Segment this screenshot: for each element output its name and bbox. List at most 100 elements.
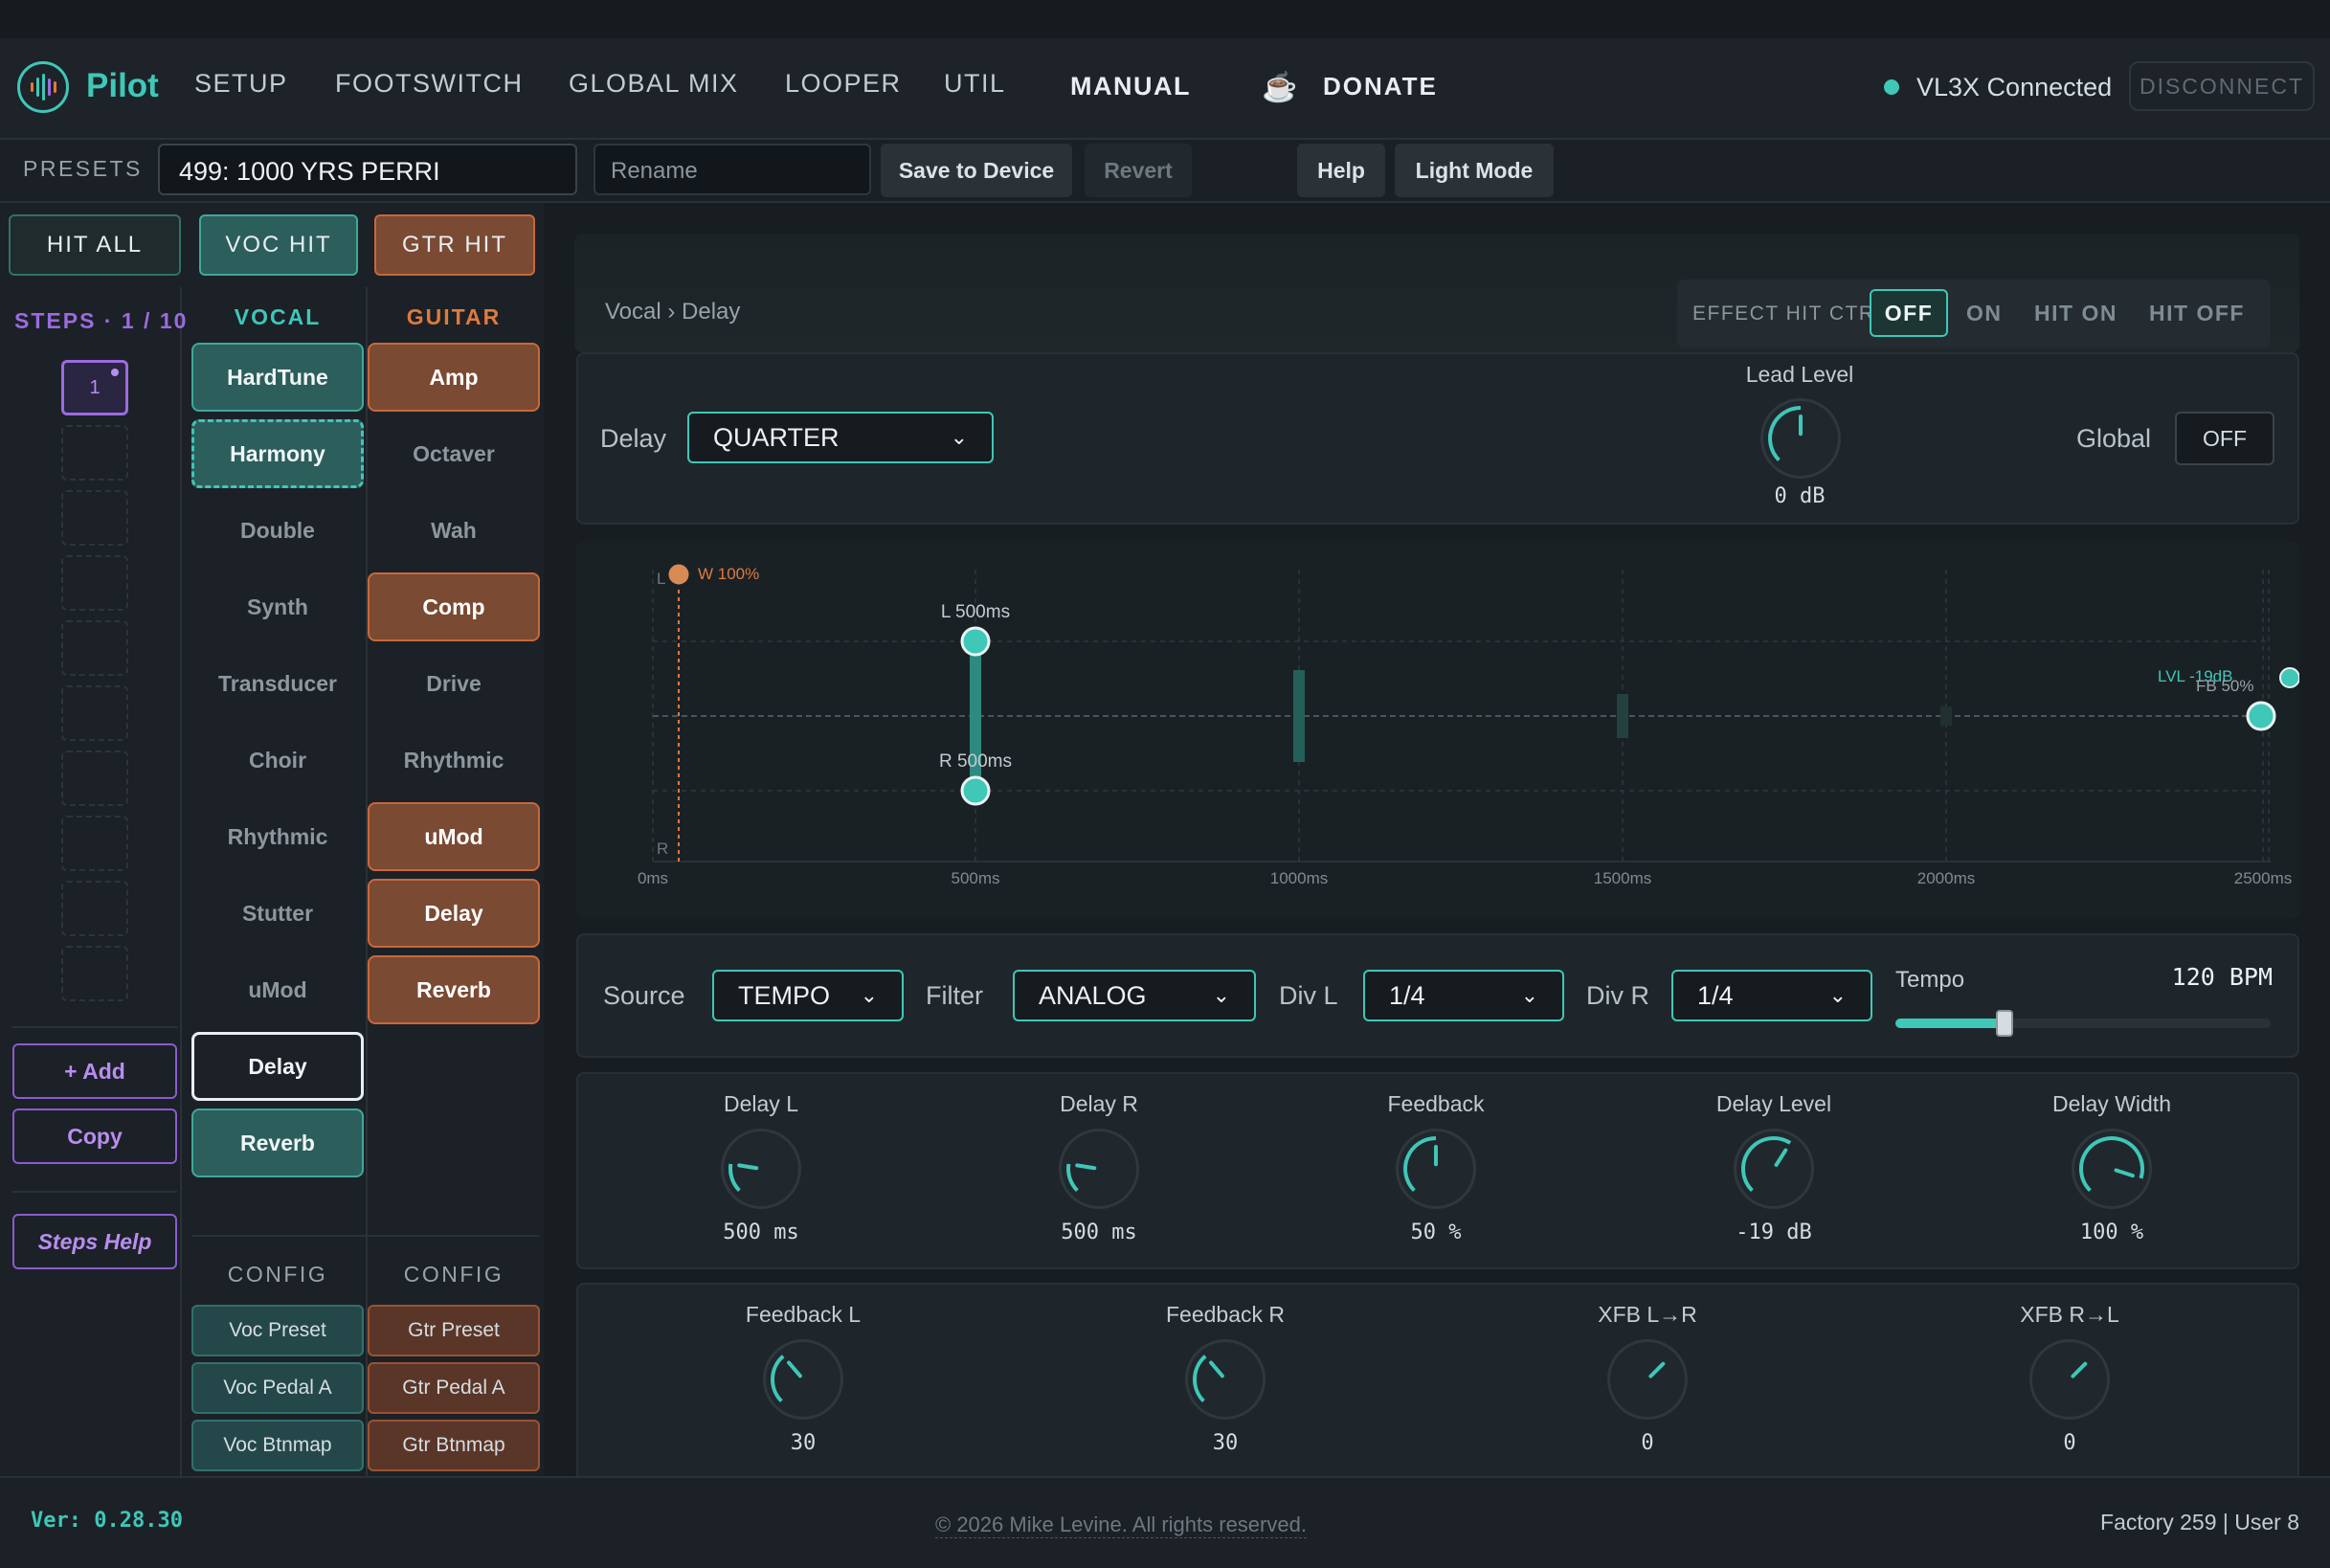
voc-hit-button[interactable]: VOC HIT (199, 214, 358, 276)
preset-name-field[interactable]: 499: 1000 YRS PERRI (158, 144, 577, 195)
guitar-fx-wah[interactable]: Wah (431, 517, 477, 543)
guitar-fx-rhythmic[interactable]: Rhythmic (403, 747, 504, 773)
feedback-handle[interactable] (2246, 701, 2276, 731)
global-toggle[interactable]: OFF (2175, 412, 2274, 465)
tempo-slider[interactable] (1895, 1010, 2271, 1037)
lead-level-label: Lead Level (1745, 362, 1854, 387)
vocal-fx-reverb[interactable]: Reverb (191, 1109, 364, 1177)
feedback-knob[interactable] (1396, 1129, 1476, 1209)
vocal-fx-harmony[interactable]: Harmony (191, 419, 364, 488)
delay-l-knob[interactable] (721, 1129, 801, 1209)
copy-step-button[interactable]: Copy (12, 1109, 177, 1164)
save-to-device-button[interactable]: Save to Device (881, 144, 1072, 197)
guitar-fx-umod[interactable]: uMod (368, 802, 540, 871)
div-r-select[interactable]: 1/4 ⌄ (1671, 970, 1872, 1021)
step-slot[interactable] (61, 946, 128, 1001)
hit-ctrl-hit-off[interactable]: HIT OFF (2149, 301, 2245, 325)
step-slot[interactable] (61, 555, 128, 611)
hit-ctrl-on[interactable]: ON (1966, 301, 2003, 325)
light-mode-button[interactable]: Light Mode (1395, 144, 1554, 197)
xfb-l-r-knob[interactable] (1607, 1339, 1688, 1420)
level-handle[interactable] (2279, 667, 2300, 688)
vocal-header: VOCAL (234, 304, 322, 329)
step-slot[interactable] (61, 685, 128, 741)
guitar-fx-amp[interactable]: Amp (368, 343, 540, 412)
wet-handle[interactable] (665, 561, 692, 588)
help-button[interactable]: Help (1297, 144, 1385, 197)
vocal-fx-stutter[interactable]: Stutter (241, 900, 314, 926)
pilot-logo-icon[interactable] (17, 61, 69, 113)
hit-ctrl-hit-on[interactable]: HIT ON (2034, 301, 2117, 325)
delay-width-value: 100 % (2079, 1221, 2144, 1244)
vocal-fx-synth[interactable]: Synth (247, 594, 308, 619)
nav-util[interactable]: UTIL (944, 69, 1006, 98)
delay-r-value: 500 ms (1061, 1221, 1137, 1244)
step-slot[interactable] (61, 816, 128, 871)
step-1[interactable]: 1 (61, 360, 128, 415)
delay-type-label: Delay (600, 424, 667, 453)
guitar-fx-comp[interactable]: Comp (368, 572, 540, 641)
filter-select[interactable]: ANALOG ⌄ (1013, 970, 1256, 1021)
feedback-l-knob[interactable] (763, 1339, 843, 1420)
vocal-fx-choir[interactable]: Choir (248, 747, 307, 773)
rename-input[interactable]: Rename (594, 144, 871, 195)
vocal-fx-delay[interactable]: Delay (191, 1032, 364, 1101)
hit-ctrl-off[interactable]: OFF (1870, 289, 1948, 337)
feedback-r-knob[interactable] (1185, 1339, 1266, 1420)
xfb-r-l-knob[interactable] (2029, 1339, 2110, 1420)
gtr-preset-button[interactable]: Gtr Preset (368, 1305, 540, 1356)
nav-manual[interactable]: MANUAL (1070, 72, 1191, 101)
step-slot[interactable] (61, 620, 128, 676)
knob-arc (728, 1163, 741, 1193)
vocal-fx-double[interactable]: Double (240, 517, 315, 543)
step-slot[interactable] (61, 750, 128, 806)
step-slot[interactable] (61, 425, 128, 481)
connection-status: VL3X Connected (1916, 73, 2113, 101)
coffee-cup-icon: ☕ (1262, 72, 1298, 103)
vocal-fx-umod[interactable]: uMod (248, 976, 307, 1002)
lead-level-knob[interactable] (1760, 398, 1841, 479)
disconnect-button[interactable]: DISCONNECT (2129, 61, 2315, 111)
delay-level-knob[interactable] (1734, 1129, 1814, 1209)
revert-button[interactable]: Revert (1085, 144, 1192, 197)
div-l-select[interactable]: 1/4 ⌄ (1363, 970, 1564, 1021)
knob-arc (771, 1355, 785, 1403)
delay-type-select[interactable]: QUARTER ⌄ (687, 412, 994, 463)
vocal-fx-rhythmic[interactable]: Rhythmic (227, 823, 328, 849)
delay-r-knob[interactable] (1059, 1129, 1139, 1209)
guitar-fx-octaver[interactable]: Octaver (413, 440, 495, 466)
hit-all-button[interactable]: HIT ALL (9, 214, 181, 276)
guitar-fx-drive[interactable]: Drive (426, 670, 482, 696)
voc-pedal-a-button[interactable]: Voc Pedal A (191, 1362, 364, 1414)
gtr-pedal-a-button[interactable]: Gtr Pedal A (368, 1362, 540, 1414)
knob-arc (1741, 1136, 1792, 1193)
vocal-fx-transducer[interactable]: Transducer (218, 670, 337, 696)
add-step-button[interactable]: + Add (12, 1043, 177, 1099)
hit-ctrl-label: EFFECT HIT CTRL: (1692, 302, 1895, 325)
wet-label: W 100% (698, 565, 759, 583)
donate-link[interactable]: DONATE (1323, 72, 1438, 101)
step-slot[interactable] (61, 490, 128, 546)
source-select[interactable]: TEMPO ⌄ (712, 970, 904, 1021)
delay-width-knob[interactable] (2072, 1129, 2152, 1209)
knob-arc (1193, 1355, 1207, 1403)
voc-btnmap-button[interactable]: Voc Btnmap (191, 1420, 364, 1471)
steps-help-button[interactable]: Steps Help (12, 1214, 177, 1269)
guitar-fx-delay[interactable]: Delay (368, 879, 540, 948)
global-label: Global (2076, 424, 2152, 453)
gtr-btnmap-button[interactable]: Gtr Btnmap (368, 1420, 540, 1471)
nav-looper[interactable]: LOOPER (785, 69, 902, 98)
tap-3-bar (1617, 694, 1628, 738)
step-slot[interactable] (61, 881, 128, 936)
nav-footswitch[interactable]: FOOTSWITCH (335, 69, 524, 98)
voc-preset-button[interactable]: Voc Preset (191, 1305, 364, 1356)
tempo-slider-thumb[interactable] (1995, 1010, 2013, 1037)
gtr-hit-button[interactable]: GTR HIT (374, 214, 535, 276)
vocal-fx-hardtune[interactable]: HardTune (191, 343, 364, 412)
nav-global-mix[interactable]: GLOBAL MIX (569, 69, 739, 98)
delay-graph[interactable]: L R W 100% L 500ms R 500ms LVL -19dB FB … (576, 541, 2300, 919)
delay-l-handle[interactable] (960, 626, 991, 657)
delay-r-handle[interactable] (960, 775, 991, 806)
guitar-fx-reverb[interactable]: Reverb (368, 955, 540, 1024)
nav-setup[interactable]: SETUP (194, 69, 288, 98)
